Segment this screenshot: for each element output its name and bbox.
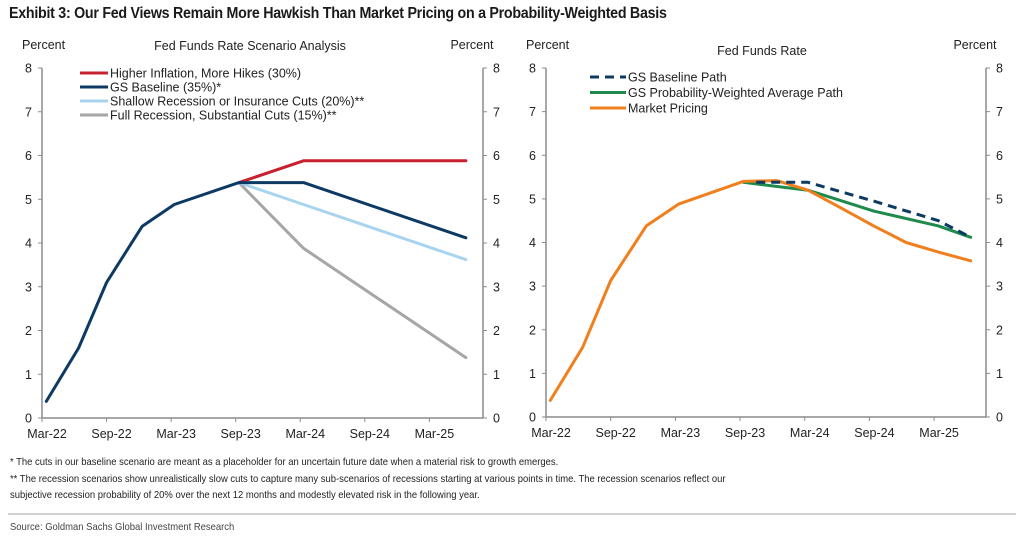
chart1-ytick-label-left: 3: [25, 280, 32, 294]
chart2-series-line-2: [741, 180, 973, 239]
chart2-ytick-label-right: 7: [996, 105, 1003, 119]
chart1-series-line-2: [44, 181, 468, 403]
divider: [8, 513, 1016, 515]
chart2-ytick-label-right: 1: [996, 367, 1003, 381]
chart1-title: Fed Funds Rate Scenario Analysis: [154, 39, 346, 53]
chart1-ytick-label-left: 7: [25, 105, 32, 119]
chart1-series-line-4: [237, 181, 468, 360]
footnotes: * The cuts in our baseline scenario are …: [10, 454, 1000, 504]
chart1-ytick-label-left: 1: [25, 368, 32, 382]
chart1-ylabel-right: Percent: [450, 38, 494, 52]
chart1-ytick-label-right: 3: [493, 280, 500, 294]
chart2-title: Fed Funds Rate: [717, 44, 807, 58]
footnote-1: * The cuts in our baseline scenario are …: [10, 456, 559, 468]
chart1-xtick-label: Mar-23: [156, 427, 196, 441]
chart2-xtick-label: Sep-23: [725, 426, 765, 440]
chart1-xtick-label: Mar-24: [285, 427, 325, 441]
chart2-ytick-label-left: 3: [529, 280, 536, 294]
chart1-ytick-label-left: 8: [25, 62, 32, 76]
chart2-ytick-label-right: 0: [996, 411, 1003, 425]
chart2-series-line-1: [756, 180, 972, 239]
chart2-ytick-label-right: 8: [996, 62, 1003, 76]
chart1-ytick-label-left: 2: [25, 324, 32, 338]
chart1-ytick-label-left: 4: [25, 237, 32, 251]
chart2-legend-label-3: Market Pricing: [628, 102, 708, 116]
chart2-ylabel-left: Percent: [526, 38, 570, 52]
chart1-ytick-label-left: 0: [25, 412, 32, 426]
chart1-legend-label-2: GS Baseline (35%)*: [110, 81, 221, 95]
chart1-ytick-label-right: 8: [493, 62, 500, 76]
chart2-ytick-label-left: 2: [529, 323, 536, 337]
chart1-ytick-label-right: 7: [493, 105, 500, 119]
footnote-2-cont: subjective recession probability of 20% …: [10, 489, 480, 501]
chart1-ylabel-left: Percent: [22, 38, 66, 52]
chart2-ytick-label-left: 5: [529, 192, 536, 206]
chart1-series-line-1: [237, 159, 468, 185]
chart2-legend-label-2: GS Probability-Weighted Average Path: [628, 86, 843, 100]
chart1-xtick-label: Mar-22: [27, 427, 67, 441]
chart1-ytick-label-left: 6: [25, 149, 32, 163]
chart2-ytick-label-right: 4: [996, 236, 1003, 250]
chart1-legend-label-3: Shallow Recession or Insurance Cuts (20%…: [110, 95, 364, 109]
chart1-xtick-label: Sep-23: [221, 427, 261, 441]
source-note: Source: Goldman Sachs Global Investment …: [10, 521, 235, 533]
chart1-xtick-label: Mar-25: [415, 427, 455, 441]
chart2-ytick-label-right: 2: [996, 323, 1003, 337]
chart1-ytick-label-right: 6: [493, 149, 500, 163]
chart2-xtick-label: Mar-24: [790, 426, 830, 440]
chart2-legend-label-1: GS Baseline Path: [628, 71, 727, 85]
chart1-legend-label-1: Higher Inflation, More Hikes (30%): [110, 67, 301, 81]
chart2-ytick-label-right: 5: [996, 192, 1003, 206]
chart2-ytick-label-left: 1: [529, 367, 536, 381]
chart1-legend-label-4: Full Recession, Substantial Cuts (15%)**: [110, 109, 337, 123]
chart1-ytick-label-left: 5: [25, 193, 32, 207]
chart2-ytick-label-right: 3: [996, 280, 1003, 294]
chart1-xtick-label: Sep-22: [91, 427, 131, 441]
chart1-ytick-label-right: 5: [493, 193, 500, 207]
chart2-ytick-label-left: 0: [529, 411, 536, 425]
chart2-ylabel-right: Percent: [953, 38, 997, 52]
chart2-series-line-3: [548, 179, 973, 402]
chart1-xtick-label: Sep-24: [350, 427, 390, 441]
chart2-ytick-label-left: 8: [529, 62, 536, 76]
chart2-ytick-label-left: 7: [529, 105, 536, 119]
chart1-ytick-label-right: 2: [493, 324, 500, 338]
chart2-xtick-label: Mar-23: [661, 426, 701, 440]
chart2-ytick-label-left: 6: [529, 149, 536, 163]
chart2-xtick-label: Mar-25: [919, 426, 959, 440]
chart2-xtick-label: Mar-22: [531, 426, 571, 440]
chart2-ytick-label-left: 4: [529, 236, 536, 250]
chart1-ytick-label-right: 0: [493, 412, 500, 426]
exhibit-title: Exhibit 3: Our Fed Views Remain More Haw…: [9, 5, 667, 22]
charts-canvas: Fed Funds Rate Scenario Analysis Percent P…: [22, 38, 1003, 441]
chart2-xtick-label: Sep-22: [596, 426, 636, 440]
chart1-ytick-label-right: 4: [493, 237, 500, 251]
chart1-ytick-label-right: 1: [493, 368, 500, 382]
footnote-2: ** The recession scenarios show unrealis…: [10, 472, 726, 485]
chart1-series-line-3: [237, 181, 468, 262]
chart2-ytick-label-right: 6: [996, 149, 1003, 163]
chart2-xtick-label: Sep-24: [854, 426, 894, 440]
